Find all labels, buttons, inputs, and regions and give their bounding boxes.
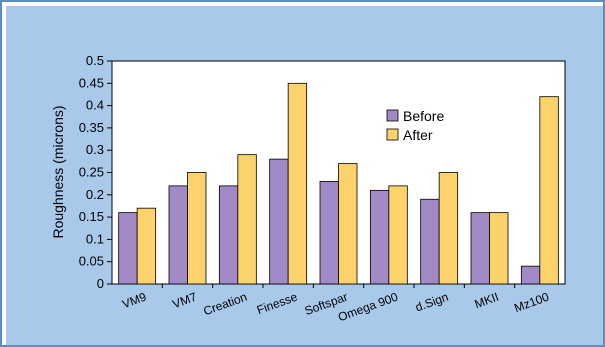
bar-after — [287, 82, 308, 285]
bar-before — [369, 189, 390, 285]
x-category-label: Mz100 — [512, 290, 551, 316]
bar-before — [520, 265, 541, 285]
bar-before — [218, 185, 239, 285]
y-tick-label: 0.25 — [79, 165, 104, 180]
y-axis-title: Roughness (microns) — [50, 105, 66, 238]
bar-after — [539, 96, 559, 285]
y-tick-label: 0.15 — [79, 209, 104, 224]
bar-before — [420, 198, 440, 285]
y-tick-label: 0.5 — [86, 53, 104, 68]
y-tick-label: 0.2 — [86, 187, 104, 202]
y-tick-label: 0.1 — [86, 231, 104, 246]
x-category-label: Finesse — [255, 290, 300, 318]
bar-after — [237, 154, 257, 285]
legend-label-before: Before — [403, 108, 444, 124]
bar-after — [489, 212, 509, 285]
x-category-label: VM7 — [171, 290, 199, 312]
y-axis-ticks: 0 0.05 0.1 0.15 0.2 0.25 0.3 0.35 0.4 0.45 0.5 — [79, 53, 112, 291]
bar-after — [338, 163, 358, 285]
y-tick-label: 0.4 — [86, 98, 104, 113]
bar-after — [136, 207, 157, 285]
y-tick-label: 0.45 — [79, 75, 104, 90]
bar-after — [388, 185, 408, 285]
y-tick-label: 0.35 — [79, 120, 104, 135]
bar-before — [470, 212, 490, 285]
bar-before — [118, 212, 138, 285]
x-category-label: VM9 — [120, 290, 148, 312]
legend-swatch-after — [386, 128, 399, 141]
legend-label-after: After — [403, 127, 433, 143]
x-category-label: Creation — [201, 290, 248, 319]
x-category-label: MKII — [473, 290, 501, 312]
x-category-label: d.Sign — [413, 290, 450, 315]
y-tick-label: 0.3 — [86, 142, 104, 157]
y-tick-label: 0 — [97, 276, 104, 291]
y-tick-label: 0.05 — [79, 254, 104, 269]
bar-before — [319, 181, 339, 285]
bars-group — [118, 82, 559, 288]
legend: Before After — [386, 108, 444, 143]
bar-after — [438, 172, 459, 285]
bar-before — [269, 158, 289, 285]
legend-swatch-before — [386, 109, 399, 122]
bar-after — [187, 172, 207, 285]
bar-before — [168, 185, 188, 285]
